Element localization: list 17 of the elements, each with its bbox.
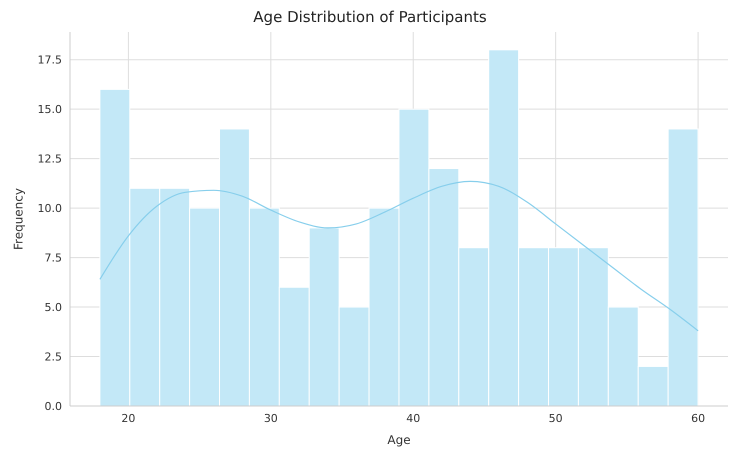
x-tick-label: 40 (406, 412, 420, 425)
x-tick-label: 30 (264, 412, 278, 425)
y-tick-label: 10.0 (38, 202, 62, 216)
y-axis-title: Frequency (11, 188, 26, 250)
x-tick-label: 60 (691, 412, 706, 425)
line-series (99, 180, 699, 332)
x-axis-title: Age (387, 433, 411, 447)
y-tick-label: 17.5 (38, 54, 62, 67)
y-tick-label: 7.5 (44, 251, 62, 264)
chart-title: Age Distribution of Participants (252, 8, 488, 28)
y-tick-label: 12.5 (38, 152, 62, 166)
y-tick-label: 0.0 (44, 400, 62, 413)
x-tick-label: 50 (548, 412, 563, 425)
y-tick-label: 5.0 (44, 300, 62, 314)
x-tick-label: 20 (121, 412, 136, 425)
y-tick-label: 2.5 (44, 350, 62, 364)
y-tick-label: 15.0 (38, 103, 62, 116)
